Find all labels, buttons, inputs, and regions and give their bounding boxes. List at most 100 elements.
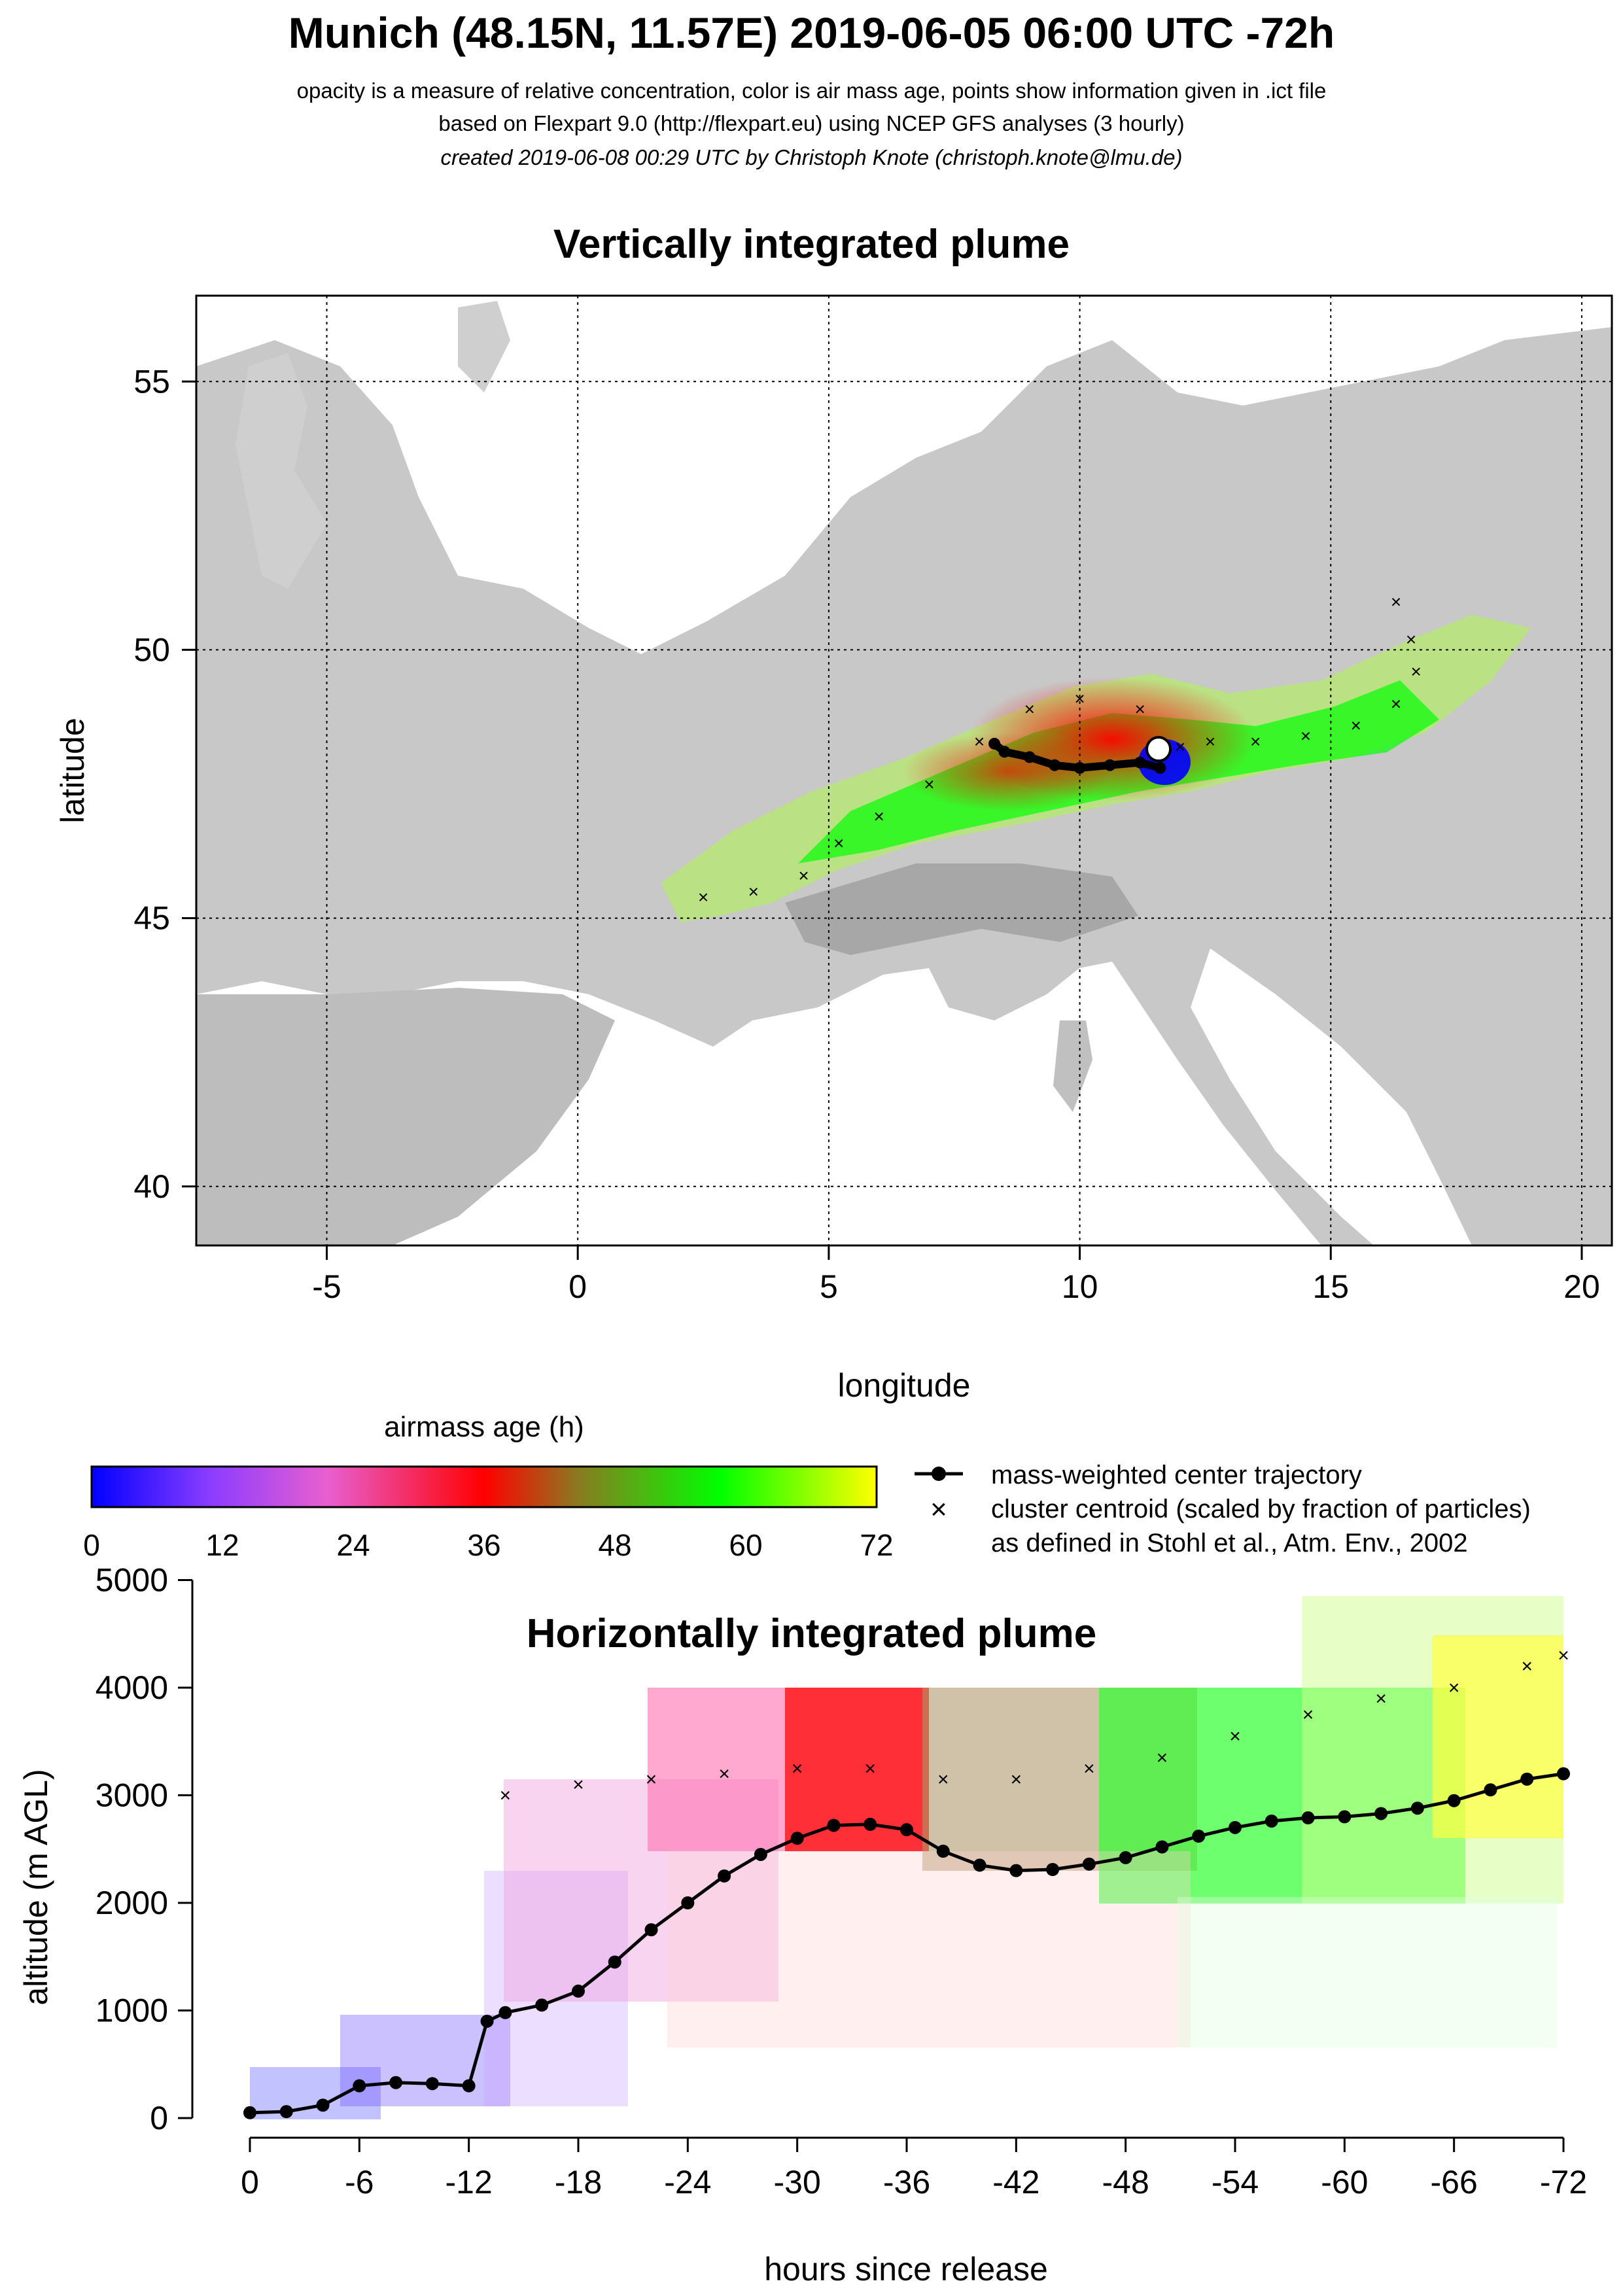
alt-center-point xyxy=(535,1998,549,2012)
colorbar-tick-label: 24 xyxy=(336,1528,370,1562)
map-frame xyxy=(195,294,1613,1247)
alt-center-point xyxy=(243,2106,256,2119)
altitude-marks: × × × × × × × × × × × × × × × × xyxy=(243,1645,1570,2119)
alt-x-axis-label: hours since release xyxy=(764,2251,1048,2287)
alt-cluster-cross: × xyxy=(864,1758,876,1779)
alt-center-point xyxy=(936,1845,950,1858)
alt-cluster-cross: × xyxy=(646,1769,657,1790)
alt-x-tick-label: -72 xyxy=(1540,2164,1587,2200)
map-cluster-cross: × xyxy=(1391,592,1401,612)
alt-cluster-cross: × xyxy=(1011,1769,1022,1790)
map-cluster-cross: × xyxy=(798,865,809,886)
alt-center-point xyxy=(827,1818,841,1832)
colorbar-tick-label: 0 xyxy=(83,1528,100,1562)
alt-center-point xyxy=(1229,1820,1242,1834)
map-cluster-cross: × xyxy=(1134,699,1145,720)
alt-x-tick-label: -24 xyxy=(664,2164,711,2200)
map-cluster-cross: × xyxy=(974,731,985,752)
map-cluster-cross: × xyxy=(833,833,844,854)
alt-cluster-cross: × xyxy=(1229,1726,1241,1747)
alt-center-point xyxy=(1265,1814,1278,1828)
alt-y-tick-label: 2000 xyxy=(96,1885,168,1921)
alt-center-point xyxy=(425,2077,439,2091)
map-cluster-cross: × xyxy=(924,774,934,795)
alt-center-point xyxy=(1338,1810,1352,1824)
map-marks: × × × ×××××××××××××××× xyxy=(698,592,1422,907)
alt-x-tick-label: -48 xyxy=(1102,2164,1149,2200)
alt-center-point xyxy=(900,1823,913,1837)
colorbar-title: airmass age (h) xyxy=(384,1411,584,1443)
map-x-tick-label: 20 xyxy=(1563,1268,1600,1305)
colorbar-tick-label: 36 xyxy=(467,1528,500,1562)
alt-cluster-cross: × xyxy=(1083,1758,1095,1779)
map-axes: -5 0 5 10 15 20 40 45 50 55 xyxy=(133,363,1599,1305)
alt-cluster-cross: × xyxy=(572,1774,584,1796)
alt-center-point xyxy=(790,1832,804,1845)
alt-x-tick-label: -36 xyxy=(883,2164,930,2200)
alt-x-tick-label: -66 xyxy=(1431,2164,1478,2200)
map-y-axis-label: latitude xyxy=(54,718,91,823)
colorbar-tick-label: 72 xyxy=(860,1528,893,1562)
subtitle-created: created 2019-06-08 00:29 UTC by Christop… xyxy=(440,145,1183,169)
alt-cluster-cross: × xyxy=(1157,1747,1168,1769)
alt-x-tick-label: 0 xyxy=(241,2164,259,2200)
map-x-tick-label: 10 xyxy=(1062,1268,1098,1305)
map-center-point xyxy=(1154,761,1166,774)
alt-cluster-cross: × xyxy=(1302,1704,1314,1726)
alt-center-point xyxy=(608,1955,621,1969)
colorbar xyxy=(90,1465,878,1508)
alt-y-tick-label: 4000 xyxy=(96,1669,168,1706)
alt-y-tick-label: 5000 xyxy=(96,1562,168,1599)
alt-x-tick-label: -42 xyxy=(992,2164,1039,2200)
alt-center-point xyxy=(754,1847,767,1861)
altitude-axes: 0 1000 2000 3000 4000 5000 0 -6 -12 -18 -24 -30 -36 -… xyxy=(96,1562,1587,2201)
colorbar-tick-label: 60 xyxy=(729,1528,762,1562)
map-cluster-cross: × xyxy=(698,887,708,907)
legend-dot-swatch xyxy=(932,1467,946,1481)
legend-cross-label: cluster centroid (scaled by fraction of … xyxy=(991,1495,1531,1523)
map-cluster-cross: × xyxy=(1411,661,1422,682)
map-center-point xyxy=(998,746,1011,758)
map-y-tick-label: 50 xyxy=(133,631,170,668)
alt-x-tick-label: -12 xyxy=(445,2164,493,2200)
alt-center-point xyxy=(389,2076,403,2089)
alt-center-point xyxy=(1192,1830,1206,1843)
colorbar-tick-label: 48 xyxy=(598,1528,631,1562)
subtitle-opacity: opacity is a measure of relative concent… xyxy=(296,78,1327,103)
alt-x-tick-label: -6 xyxy=(345,2164,374,2200)
map-gridlines xyxy=(196,296,1612,1245)
alt-center-point xyxy=(864,1817,877,1831)
legend-cross-label-2: as defined in Stohl et al., Atm. Env., 2… xyxy=(991,1529,1468,1557)
alt-center-point xyxy=(644,1923,658,1937)
alt-center-point xyxy=(279,2105,293,2119)
alt-center-point xyxy=(498,2006,512,2019)
alt-center-point xyxy=(681,1896,695,1909)
alt-cluster-cross: × xyxy=(1521,1656,1533,1677)
alt-center-point xyxy=(1374,1807,1388,1820)
alt-x-tick-label: -54 xyxy=(1212,2164,1259,2200)
alt-cluster-cross: × xyxy=(718,1764,730,1785)
map-cluster-cross: × xyxy=(1406,629,1416,650)
alt-center-point xyxy=(572,1984,585,1998)
land-shading xyxy=(196,301,1612,1245)
colorbar-tick-label: 12 xyxy=(205,1528,239,1562)
alt-center-point xyxy=(316,2098,330,2112)
map-cluster-cross: × xyxy=(1074,688,1085,708)
alt-cluster-cross: × xyxy=(500,1785,512,1807)
page-title: Munich (48.15N, 11.57E) 2019-06-05 06:00… xyxy=(288,9,1335,57)
alt-center-point xyxy=(1046,1863,1060,1877)
map-cluster-cross: × xyxy=(1391,693,1401,714)
map-cluster-cross: × xyxy=(1024,699,1035,720)
map-x-axis-label: longitude xyxy=(838,1367,971,1404)
alt-center-point xyxy=(1447,1794,1461,1807)
alt-cluster-cross: × xyxy=(1375,1688,1387,1709)
alt-cluster-cross: × xyxy=(1448,1677,1460,1699)
alt-x-tick-label: -18 xyxy=(555,2164,602,2200)
alt-center-point xyxy=(1484,1783,1497,1797)
legend-line-label: mass-weighted center trajectory xyxy=(991,1461,1362,1489)
map-center-point xyxy=(988,737,1001,750)
alt-cluster-cross: × xyxy=(937,1769,949,1790)
alt-cluster-cross: × xyxy=(792,1758,803,1779)
alt-y-tick-label: 3000 xyxy=(96,1777,168,1814)
map-center-point xyxy=(1023,751,1036,763)
